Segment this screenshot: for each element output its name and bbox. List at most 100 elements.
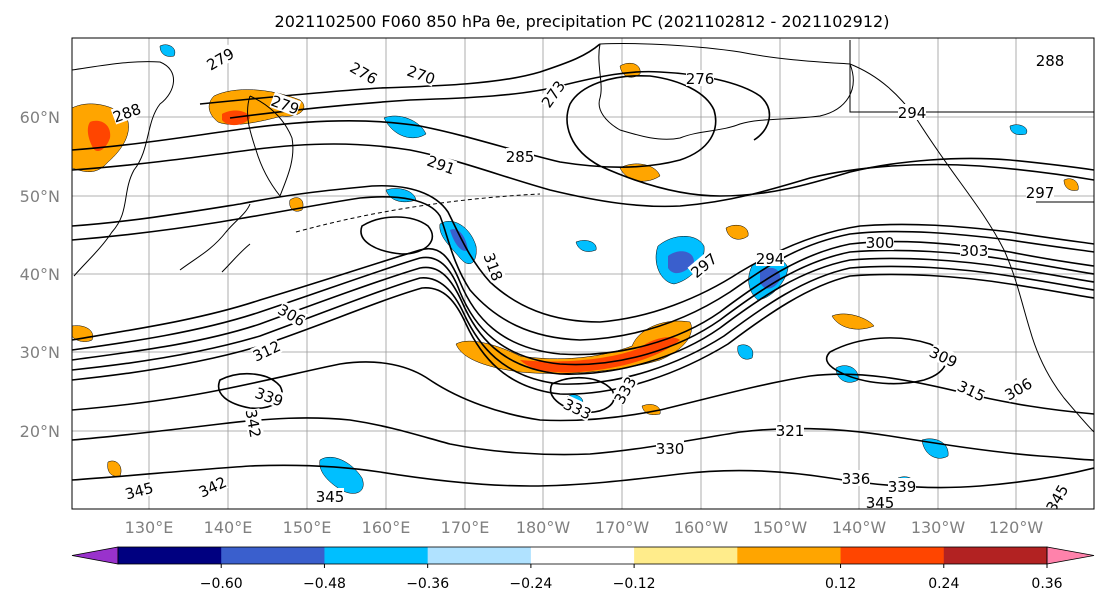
precip-negative-area (1009, 124, 1028, 135)
precip-positive-area (831, 313, 875, 330)
colorbar-swatch (840, 547, 945, 564)
contour-label-background (1026, 184, 1054, 200)
contour-jet-core (72, 240, 1094, 356)
contour-label-background (347, 58, 381, 87)
contour-label-background (1036, 52, 1064, 68)
colorbar-tick-label: 0.12 (825, 576, 856, 592)
contour-label-background (561, 395, 594, 422)
contour-label-group: 315 (954, 377, 988, 405)
colorbar-tick-label: 0.24 (928, 576, 959, 592)
contour-label-background (506, 148, 534, 164)
longitude-label: 130°E (125, 518, 174, 537)
colorbar-swatch (737, 547, 842, 564)
contour-label-group: 339 (888, 478, 917, 496)
longitude-axis: 130°E 140°E 150°E 160°E 170°E 180°W 170°W 160°W… (125, 518, 1044, 537)
contour-label: 303 (960, 242, 989, 260)
contour-label-background (269, 91, 302, 117)
precip-negative-area (159, 44, 176, 57)
contour-label: 339 (888, 478, 917, 496)
colorbar-tick-label: −0.48 (303, 576, 346, 592)
precip-negative-area (575, 240, 597, 252)
colorbar-swatch (427, 547, 532, 564)
colorbar-tick-label: −0.36 (406, 576, 449, 592)
longitude-label: 170°W (595, 518, 650, 537)
longitude-label: 130°W (911, 518, 966, 537)
contour-label: 288 (1036, 52, 1065, 70)
contour-label-group: 303 (960, 242, 989, 260)
contour-trough (72, 75, 1094, 197)
contour-label-background (538, 77, 568, 110)
contour-label-group: 300 (866, 234, 894, 252)
contour-label-background (687, 249, 720, 281)
contour-label-background (686, 70, 714, 86)
contour-label: 321 (776, 422, 805, 440)
contour-eddy (360, 216, 434, 255)
contour-jet-core (72, 273, 1094, 395)
colorbar-extend-low (71, 546, 119, 565)
precip-positive-core (87, 120, 111, 152)
contour-label: 330 (656, 440, 685, 458)
contour-label-background (316, 488, 344, 504)
contour-label-background (866, 494, 894, 509)
contour-label-background (1001, 374, 1035, 403)
contour-label: 285 (506, 148, 535, 166)
contour-label-background (425, 151, 458, 177)
colorbar-tick-label: −0.60 (200, 576, 243, 592)
contour-label-group: 345 (866, 494, 895, 512)
contour-label-background (656, 440, 684, 456)
coastline-asia (72, 61, 174, 277)
colorbar-swatch (634, 547, 738, 564)
longitude-label: 120°W (989, 518, 1044, 537)
contour-label-background (250, 337, 283, 364)
contour-label-background (888, 478, 916, 494)
precip-negative-core (760, 267, 781, 289)
contour-label-background (481, 250, 507, 283)
coastline-kamchatka (247, 95, 294, 197)
longitude-label: 150°W (753, 518, 808, 537)
contour-trough (72, 143, 1094, 208)
colorbar: −0.60−0.48−0.36−0.24−0.120.120.240.360.4… (71, 546, 1095, 592)
contour-label-background (243, 408, 265, 439)
contour-label-background (898, 104, 926, 120)
contour-eddy (549, 376, 615, 414)
colorbar-swatch (324, 547, 429, 564)
contour-label-background (776, 422, 804, 438)
precip-negative-core (450, 229, 468, 251)
theta-e-contours (72, 43, 1094, 489)
contour-label-background (203, 44, 237, 73)
longitude-label: 150°E (283, 518, 332, 537)
colorbar-swatch (943, 547, 1048, 564)
contour-label: 276 (686, 70, 715, 88)
contour-label-group: 342 (242, 408, 265, 439)
border-canada-usa (849, 40, 1094, 203)
colorbar-swatches (71, 546, 1095, 565)
coastline-japan (179, 203, 251, 273)
colorbar-ticks: −0.60−0.48−0.36−0.24−0.120.120.240.360.4… (200, 564, 1063, 592)
precip-positive-area (725, 225, 749, 240)
latitude-label: 60°N (20, 108, 60, 127)
colorbar-swatch (530, 547, 635, 564)
contour-label: 336 (842, 470, 871, 488)
precip-negative-core (668, 251, 694, 274)
contour-label: 342 (242, 408, 265, 439)
contour-label-background (756, 250, 784, 266)
map-title: 2021102500 F060 850 hPa θe, precipitatio… (275, 12, 890, 31)
contour-label-background (960, 242, 988, 258)
contour-label-background (253, 383, 286, 409)
longitude-label: 160°W (674, 518, 729, 537)
contour-label-group: 285 (506, 148, 535, 166)
contour-label-group: 294 (898, 104, 926, 122)
contour-label-background (866, 234, 894, 250)
contour-label: 297 (1026, 184, 1055, 202)
latitude-label: 40°N (20, 265, 60, 284)
contour-label: 345 (866, 494, 895, 512)
contour-jet-core (72, 265, 1094, 385)
contour-label-background (123, 478, 155, 502)
latitude-label: 20°N (20, 422, 60, 441)
contour-subtropical (72, 464, 1094, 489)
contour-label-group: 297 (1026, 184, 1055, 202)
contour-label-group: 294 (756, 250, 784, 268)
colorbar-tick-label: −0.12 (613, 576, 656, 592)
